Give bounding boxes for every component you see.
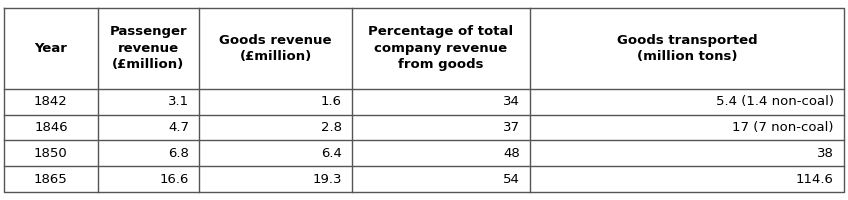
Text: 3.1: 3.1 (168, 95, 189, 108)
Text: 19.3: 19.3 (312, 173, 342, 186)
Text: Goods transported
(million tons): Goods transported (million tons) (616, 34, 757, 63)
Text: 1865: 1865 (34, 173, 68, 186)
Text: 48: 48 (503, 147, 520, 160)
Text: 5.4 (1.4 non-coal): 5.4 (1.4 non-coal) (716, 95, 834, 108)
Text: 2.8: 2.8 (321, 121, 342, 134)
Text: 54: 54 (503, 173, 520, 186)
Text: Year: Year (35, 42, 67, 55)
Text: Goods revenue
(£million): Goods revenue (£million) (220, 34, 332, 63)
Text: 4.7: 4.7 (168, 121, 189, 134)
Text: 17 (7 non-coal): 17 (7 non-coal) (732, 121, 834, 134)
Text: 6.4: 6.4 (321, 147, 342, 160)
Text: 16.6: 16.6 (159, 173, 189, 186)
Text: 1846: 1846 (34, 121, 68, 134)
Text: 1842: 1842 (34, 95, 68, 108)
Text: 1.6: 1.6 (321, 95, 342, 108)
Text: 34: 34 (503, 95, 520, 108)
Text: 114.6: 114.6 (795, 173, 834, 186)
Text: 37: 37 (503, 121, 520, 134)
Text: Percentage of total
company revenue
from goods: Percentage of total company revenue from… (368, 25, 514, 71)
Text: 1850: 1850 (34, 147, 68, 160)
Text: 6.8: 6.8 (168, 147, 189, 160)
Text: Passenger
revenue
(£million): Passenger revenue (£million) (109, 25, 187, 71)
Text: 38: 38 (817, 147, 834, 160)
